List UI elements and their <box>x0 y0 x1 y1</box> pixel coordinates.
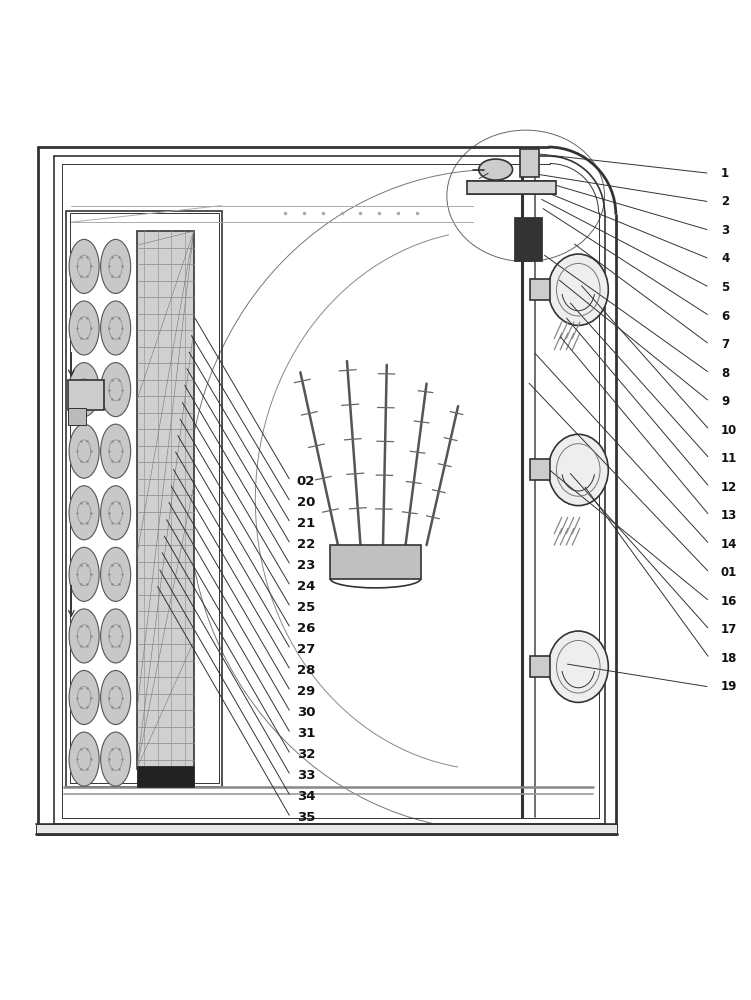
Bar <box>530 459 550 480</box>
Text: 26: 26 <box>297 622 315 635</box>
Text: 19: 19 <box>721 680 737 693</box>
Text: 35: 35 <box>297 811 315 824</box>
Ellipse shape <box>548 631 608 702</box>
Text: 9: 9 <box>721 395 729 408</box>
Text: 5: 5 <box>721 281 729 294</box>
Bar <box>520 149 539 177</box>
Ellipse shape <box>101 732 131 786</box>
Ellipse shape <box>69 363 99 417</box>
Text: 7: 7 <box>721 338 729 351</box>
Ellipse shape <box>479 159 513 180</box>
Text: 30: 30 <box>297 706 315 719</box>
Text: 16: 16 <box>721 595 737 608</box>
Ellipse shape <box>69 424 99 478</box>
Text: 31: 31 <box>297 727 315 740</box>
Bar <box>36 824 617 834</box>
Text: 27: 27 <box>297 643 315 656</box>
Bar <box>467 181 556 194</box>
Text: 23: 23 <box>297 559 315 572</box>
Text: 6: 6 <box>721 310 729 323</box>
Text: 11: 11 <box>721 452 737 465</box>
Bar <box>70 213 219 783</box>
Ellipse shape <box>548 254 608 325</box>
Ellipse shape <box>101 547 131 601</box>
Bar <box>330 545 421 579</box>
Text: 18: 18 <box>721 652 737 665</box>
Bar <box>515 218 541 260</box>
Text: 25: 25 <box>297 601 315 614</box>
Bar <box>68 380 104 410</box>
Ellipse shape <box>101 363 131 417</box>
Ellipse shape <box>69 547 99 601</box>
Text: 20: 20 <box>297 496 315 509</box>
Text: 17: 17 <box>721 623 737 636</box>
Ellipse shape <box>69 239 99 293</box>
Text: 32: 32 <box>297 748 315 761</box>
Text: 34: 34 <box>297 790 315 803</box>
Text: 8: 8 <box>721 367 729 380</box>
Text: 3: 3 <box>721 224 729 237</box>
Bar <box>66 211 222 787</box>
Bar <box>137 231 194 769</box>
Bar <box>68 408 86 425</box>
Ellipse shape <box>101 486 131 540</box>
Text: 2: 2 <box>721 195 729 208</box>
Text: 1: 1 <box>721 167 729 180</box>
Text: 4: 4 <box>721 252 729 265</box>
Text: 21: 21 <box>297 517 315 530</box>
Text: 24: 24 <box>297 580 315 593</box>
Bar <box>530 656 550 677</box>
Ellipse shape <box>101 424 131 478</box>
Ellipse shape <box>548 434 608 506</box>
Ellipse shape <box>101 239 131 293</box>
Text: 29: 29 <box>297 685 315 698</box>
Bar <box>137 766 194 787</box>
Text: 13: 13 <box>721 509 737 522</box>
Ellipse shape <box>101 609 131 663</box>
Ellipse shape <box>69 609 99 663</box>
Bar <box>530 279 550 300</box>
Ellipse shape <box>69 486 99 540</box>
Ellipse shape <box>69 732 99 786</box>
Text: 01: 01 <box>721 566 737 579</box>
Ellipse shape <box>101 670 131 725</box>
Ellipse shape <box>101 301 131 355</box>
Text: 12: 12 <box>721 481 737 494</box>
Text: 10: 10 <box>721 424 737 437</box>
Text: 28: 28 <box>297 664 315 677</box>
Text: 33: 33 <box>297 769 315 782</box>
Ellipse shape <box>69 301 99 355</box>
Ellipse shape <box>69 670 99 725</box>
Text: 02: 02 <box>297 475 315 488</box>
Text: 22: 22 <box>297 538 315 551</box>
Text: 14: 14 <box>721 538 737 551</box>
